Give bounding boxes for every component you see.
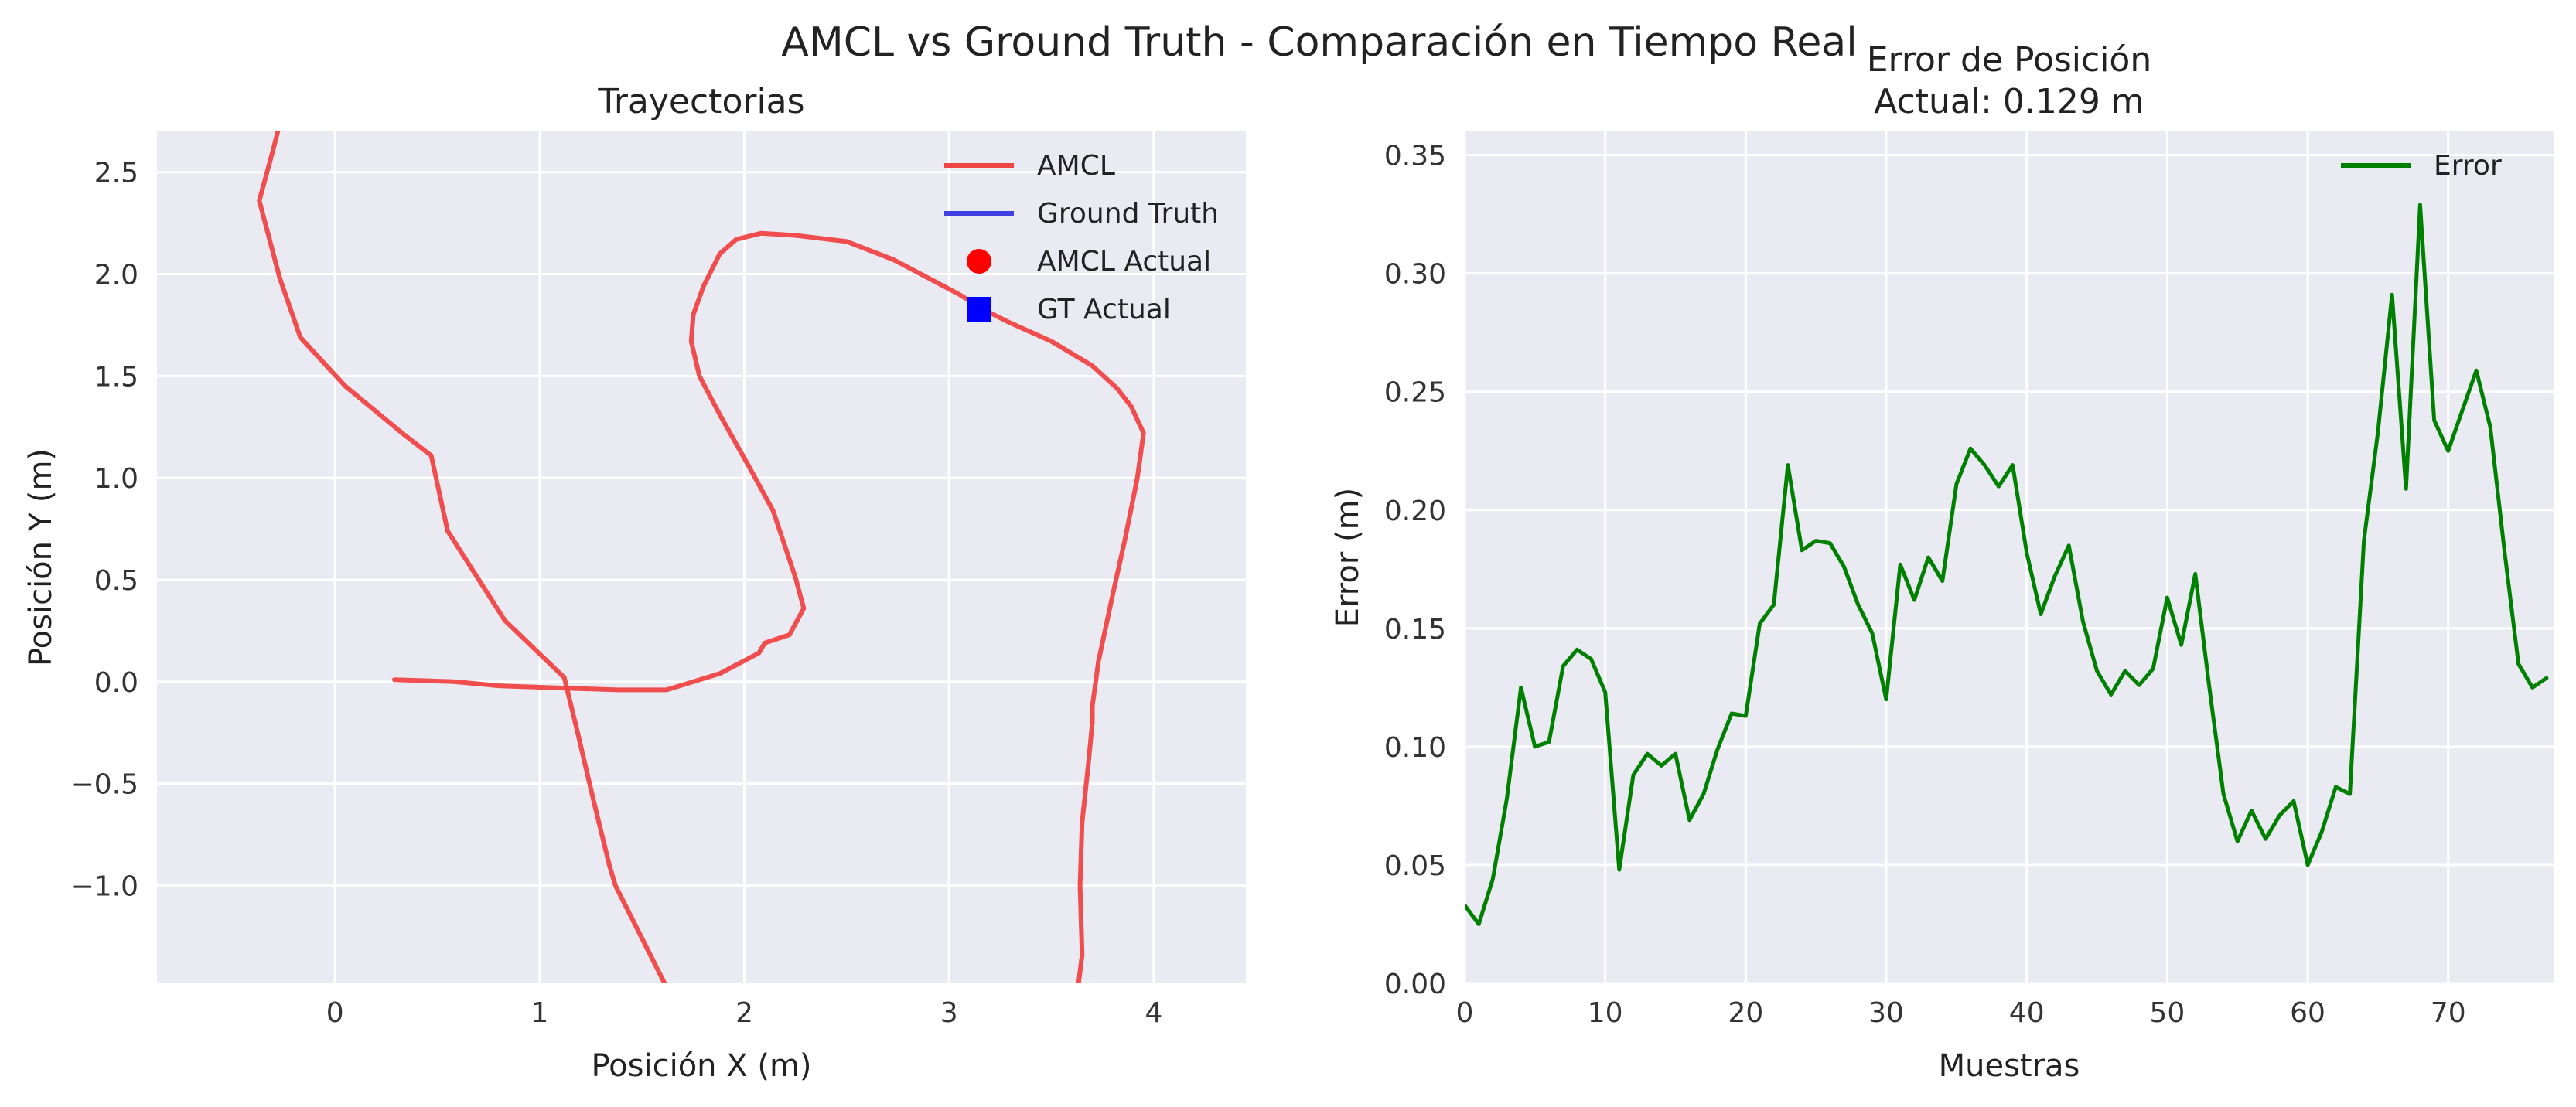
y-tick-label: 0.0 bbox=[94, 667, 138, 699]
error-y-ticks: 0.00 0.05 0.10 0.15 0.20 0.25 0.30 0.35 bbox=[1384, 141, 1446, 1000]
y-tick-label: 0.25 bbox=[1384, 377, 1446, 409]
error-series bbox=[1465, 203, 2549, 926]
legend-square-marker bbox=[967, 297, 991, 322]
x-tick-label: 0 bbox=[1456, 997, 1474, 1029]
x-tick-label: 60 bbox=[2290, 997, 2325, 1029]
legend-circle-marker bbox=[967, 249, 991, 274]
y-tick-label: −0.5 bbox=[71, 769, 138, 801]
error-plot-area bbox=[1465, 131, 2554, 983]
trajectory-chart: 0 1 2 3 4 −1.0 −0.5 0.0 0.5 1.0 1.5 2.0 2.5 Trayect… bbox=[23, 82, 1246, 1084]
y-tick-label: −1.0 bbox=[71, 870, 138, 902]
amcl-trajectory-line bbox=[392, 230, 1146, 983]
trajectory-x-ticks: 0 1 2 3 4 bbox=[326, 997, 1163, 1029]
legend-label: Ground Truth bbox=[1037, 198, 1219, 230]
error-legend: Error bbox=[2341, 150, 2502, 182]
y-tick-label: 1.0 bbox=[94, 463, 138, 495]
y-tick-label: 2.0 bbox=[94, 260, 138, 291]
figure-suptitle: AMCL vs Ground Truth - Comparación en Ti… bbox=[781, 19, 1857, 66]
error-subtitle: Actual: 0.129 m bbox=[1874, 82, 2144, 121]
x-tick-label: 40 bbox=[2009, 997, 2045, 1029]
trajectory-y-ticks: −1.0 −0.5 0.0 0.5 1.0 1.5 2.0 2.5 bbox=[71, 158, 138, 903]
y-tick-label: 0.05 bbox=[1384, 850, 1446, 882]
error-chart: 0 10 20 30 40 50 60 70 0.00 0.05 0.10 0.15 0.20 0.25… bbox=[1330, 40, 2554, 1084]
error-line bbox=[1465, 203, 2549, 926]
error-x-ticks: 0 10 20 30 40 50 60 70 bbox=[1456, 997, 2466, 1029]
trajectory-x-axis-label: Posición X (m) bbox=[591, 1048, 811, 1084]
y-tick-label: 0.00 bbox=[1384, 969, 1446, 1000]
trajectory-legend: AMCL Ground Truth AMCL Actual GT Actual bbox=[944, 150, 1219, 325]
error-x-axis-label: Muestras bbox=[1939, 1048, 2080, 1084]
trajectory-title: Trayectorias bbox=[597, 82, 804, 121]
y-tick-label: 0.5 bbox=[94, 565, 138, 597]
y-tick-label: 0.35 bbox=[1384, 141, 1446, 172]
x-tick-label: 20 bbox=[1728, 997, 1763, 1029]
y-tick-label: 1.5 bbox=[94, 361, 138, 393]
trajectory-series bbox=[257, 131, 1146, 983]
error-y-axis-label: Error (m) bbox=[1330, 488, 1366, 627]
x-tick-label: 2 bbox=[735, 997, 753, 1029]
trajectory-y-axis-label: Posición Y (m) bbox=[23, 448, 59, 666]
x-tick-label: 30 bbox=[1868, 997, 1904, 1029]
legend-label: AMCL bbox=[1037, 150, 1115, 182]
x-tick-label: 70 bbox=[2431, 997, 2466, 1029]
x-tick-label: 4 bbox=[1145, 997, 1162, 1029]
y-tick-label: 0.15 bbox=[1384, 614, 1446, 645]
y-tick-label: 0.20 bbox=[1384, 496, 1446, 527]
x-tick-label: 10 bbox=[1588, 997, 1623, 1029]
legend-label: GT Actual bbox=[1037, 294, 1171, 325]
x-tick-label: 0 bbox=[326, 997, 344, 1029]
amcl-trajectory-line bbox=[257, 131, 667, 983]
x-tick-label: 1 bbox=[531, 997, 548, 1029]
y-tick-label: 2.5 bbox=[94, 158, 138, 189]
y-tick-label: 0.10 bbox=[1384, 732, 1446, 764]
error-title: Error de Posición bbox=[1867, 40, 2151, 80]
y-tick-label: 0.30 bbox=[1384, 259, 1446, 291]
x-tick-label: 3 bbox=[940, 997, 958, 1029]
x-tick-label: 50 bbox=[2149, 997, 2185, 1029]
legend-label: Error bbox=[2434, 150, 2502, 182]
legend-label: AMCL Actual bbox=[1037, 246, 1211, 278]
